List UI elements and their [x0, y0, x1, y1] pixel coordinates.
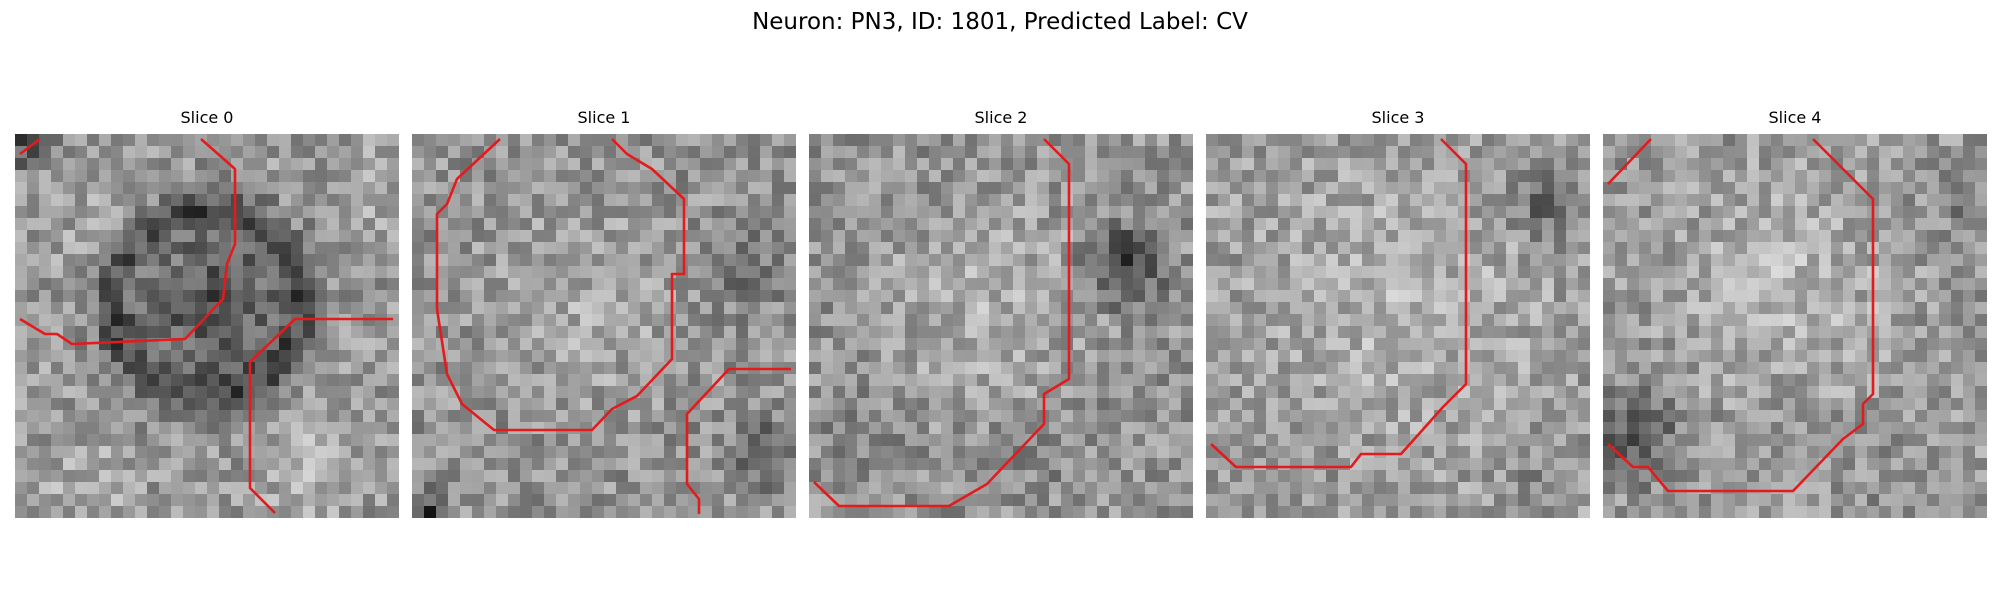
pixel-grid	[1603, 134, 1987, 518]
pixel-grid	[15, 134, 399, 518]
segmentation-contour	[19, 137, 41, 156]
slice-title: Slice 4	[1768, 108, 1822, 127]
segmentation-contour	[1607, 138, 1875, 493]
figure-title: Neuron: PN3, ID: 1801, Predicted Label: …	[752, 9, 1248, 35]
segmentation-contour	[685, 367, 791, 514]
pixel-grid	[809, 134, 1193, 518]
slice-title: Slice 3	[1371, 108, 1425, 127]
slice-image	[809, 134, 1193, 518]
slice-image	[1206, 134, 1590, 518]
slice-image	[15, 134, 399, 518]
slice-title: Slice 1	[577, 108, 631, 127]
segmentation-contour	[1210, 138, 1468, 469]
slice-title: Slice 0	[180, 108, 234, 127]
slice-image	[1603, 134, 1987, 518]
pixel-grid	[1206, 134, 1590, 518]
segmentation-contour	[248, 317, 393, 514]
slice-title: Slice 2	[974, 108, 1028, 127]
slice-image	[412, 134, 796, 518]
segmentation-contour	[813, 138, 1071, 508]
segmentation-contour	[1607, 138, 1652, 185]
segmentation-contour	[19, 138, 237, 346]
pixel-grid	[412, 134, 796, 518]
segmentation-contour	[435, 138, 686, 432]
